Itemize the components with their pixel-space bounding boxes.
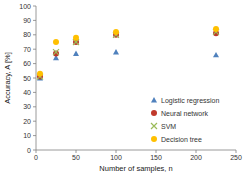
x-tick xyxy=(116,150,117,153)
x-tick xyxy=(36,150,37,153)
legend-label: SVM xyxy=(161,123,176,130)
y-tick xyxy=(33,106,36,107)
plot-area xyxy=(37,26,219,80)
data-point xyxy=(113,49,119,54)
y-tick-label: 30 xyxy=(23,103,31,110)
y-tick-label: 20 xyxy=(23,118,31,125)
y-tick xyxy=(33,135,36,136)
x-tick xyxy=(196,150,197,153)
x-tick xyxy=(236,150,237,153)
y-tick-label: 70 xyxy=(23,46,31,53)
x-tick-label: 0 xyxy=(34,154,38,161)
legend-label: Logistic regression xyxy=(161,97,219,105)
data-point xyxy=(73,51,79,56)
y-tick-label: 50 xyxy=(23,75,31,82)
legend-marker xyxy=(151,123,157,129)
x-axis-line xyxy=(36,150,236,151)
x-tick-label: 100 xyxy=(110,154,122,161)
y-tick-label: 90 xyxy=(23,17,31,24)
y-tick xyxy=(33,150,36,151)
y-tick xyxy=(33,63,36,64)
x-tick xyxy=(76,150,77,153)
y-tick xyxy=(33,20,36,21)
y-tick-label: 40 xyxy=(23,89,31,96)
y-tick-label: 60 xyxy=(23,60,31,67)
data-point xyxy=(73,35,79,41)
legend-label: Neural network xyxy=(161,110,209,117)
y-tick xyxy=(33,6,36,7)
legend-marker xyxy=(151,136,157,142)
y-tick xyxy=(33,121,36,122)
data-point xyxy=(53,39,59,45)
x-tick-label: 150 xyxy=(150,154,162,161)
y-tick xyxy=(33,34,36,35)
y-tick xyxy=(33,92,36,93)
y-tick-label: 100 xyxy=(19,3,31,10)
x-tick xyxy=(156,150,157,153)
data-point xyxy=(213,26,219,32)
legend: Logistic regression Neural network SVM Deci… xyxy=(151,97,219,143)
x-tick-label: 50 xyxy=(72,154,80,161)
y-axis-label: Accuracy, A [%] xyxy=(3,52,12,104)
y-tick-label: 80 xyxy=(23,31,31,38)
legend-marker xyxy=(151,97,157,102)
data-point xyxy=(53,49,59,55)
data-point xyxy=(213,52,219,57)
y-tick-label: 10 xyxy=(23,132,31,139)
x-axis-label: Number of samples, n xyxy=(99,164,172,173)
legend-marker xyxy=(151,110,157,116)
y-tick xyxy=(33,78,36,79)
legend-label: Decision tree xyxy=(161,136,202,143)
chart: 0 10 20 30 40 50 60 70 80 90 100 0 50 100 150 200 250 Num… xyxy=(0,0,250,176)
data-point xyxy=(113,29,119,35)
x-tick-label: 200 xyxy=(190,154,202,161)
x-tick-label: 250 xyxy=(230,154,242,161)
y-tick-label: 0 xyxy=(27,147,31,154)
data-point xyxy=(37,71,43,77)
y-tick xyxy=(33,49,36,50)
